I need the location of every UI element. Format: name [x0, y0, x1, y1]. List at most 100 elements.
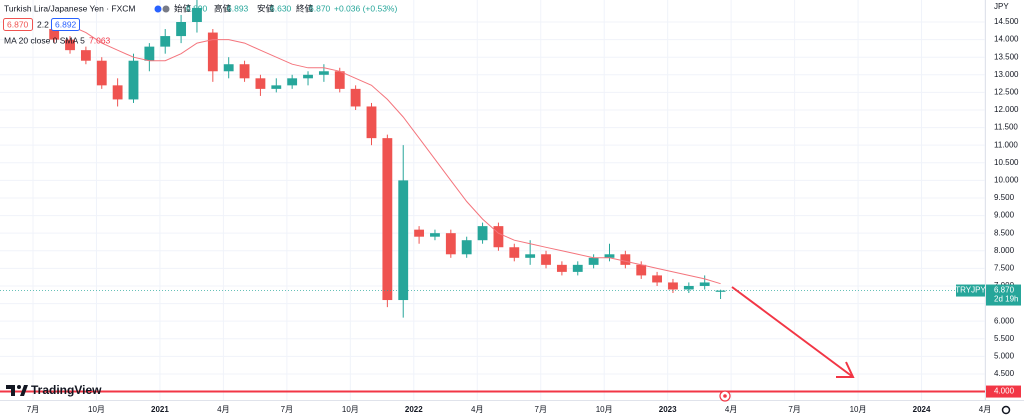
candle-body: [572, 264, 583, 272]
grid: [0, 0, 986, 400]
y-tick-label: 14.000: [994, 35, 1019, 44]
y-tick-label: 11.000: [994, 140, 1018, 149]
x-tick-label: 2024: [913, 405, 931, 414]
indicator-name: MA 20 close 0 SMA 5: [4, 35, 85, 45]
candle-body: [398, 180, 409, 301]
hline-label: 4.000: [994, 387, 1015, 396]
icon: [154, 5, 162, 13]
candle-body: [96, 60, 107, 86]
spread: 2.2: [37, 19, 49, 29]
candle-body: [239, 64, 250, 79]
candle-body: [541, 254, 551, 265]
bid-box[interactable]: [3, 18, 33, 31]
candle-body: [509, 247, 520, 258]
icon: [162, 5, 170, 13]
x-tick-label: 7月: [788, 405, 800, 414]
hline-label-box: [986, 385, 1021, 398]
indicator-value: 7.063: [89, 35, 111, 45]
x-tick-label: 10月: [342, 405, 359, 414]
plot: [0, 0, 985, 393]
candle-body: [556, 264, 567, 272]
x-tick-label: 10月: [596, 405, 613, 414]
candle-body: [668, 282, 678, 290]
candle-body: [49, 29, 60, 40]
x-tick-label: 4月: [217, 405, 229, 414]
candle-body: [715, 290, 726, 292]
candle-body: [112, 85, 123, 100]
brand: TradingView: [31, 383, 102, 397]
candle-body: [334, 71, 345, 89]
legend: Turkish Lira/Japanese Yen · FXCM 始値 6.89…: [3, 3, 397, 45]
y-tick-label: 7.500: [994, 263, 1015, 272]
candle-body: [223, 64, 234, 72]
ask-box[interactable]: [51, 18, 80, 31]
candle-body: [588, 257, 599, 265]
candle-body: [683, 285, 694, 290]
price-tag-countdown: 2d 19h: [994, 295, 1018, 304]
logo-mark: [6, 385, 28, 396]
candle-body: [255, 78, 266, 89]
brand-logo: TradingView: [6, 383, 102, 397]
y-tick-label: 12.500: [994, 87, 1019, 96]
candle-body: [271, 85, 282, 89]
x-tick-label: 2021: [151, 405, 169, 414]
x-tick-label: 7月: [281, 405, 293, 414]
candle-body: [192, 7, 202, 22]
candle-body: [303, 74, 313, 79]
x-tick-label: 4月: [471, 405, 483, 414]
candle-body: [493, 226, 504, 248]
gear: [1001, 405, 1011, 415]
x-tick-label: 2023: [659, 405, 677, 414]
ma-line: [53, 18, 721, 285]
bid: 6.870: [7, 19, 29, 29]
arrow-shaft: [731, 286, 854, 378]
arrow-head: [836, 361, 855, 378]
x-tick-label: 7月: [535, 405, 547, 414]
y-tick-label: 8.500: [994, 228, 1015, 237]
ohlc-value: 6.630: [270, 3, 292, 13]
symbol-title: Turkish Lira/Japanese Yen · FXCM: [4, 3, 136, 13]
candle-body: [445, 233, 456, 255]
candle-body: [461, 240, 472, 255]
candle-body: [176, 21, 187, 37]
x-tick-label: 2022: [405, 405, 423, 414]
x-tick-label: 10月: [88, 405, 105, 414]
x-tick-label: 4月: [725, 405, 737, 414]
candle-body: [80, 50, 91, 61]
y-tick-label: 14.500: [994, 17, 1019, 26]
price-tag-symbol: TRYJPY: [955, 286, 986, 295]
y-tick-label: 4.500: [994, 369, 1015, 378]
y-tick-label: 10.000: [994, 175, 1019, 184]
logo-mark: [17, 385, 21, 389]
y-tick-label: 9.000: [994, 211, 1015, 220]
candle-body: [636, 264, 647, 276]
x-tick-label: 7月: [27, 405, 39, 414]
y-tick-label: 5.000: [994, 351, 1015, 360]
candle-body: [652, 275, 663, 283]
ohlc-label: 終値: [296, 3, 314, 13]
candle-body: [287, 78, 298, 86]
candle-body: [207, 32, 218, 72]
axes: 14.500 14.000 13.500 13.000 12.500 12.000 11.5…: [27, 17, 1021, 414]
candle-body: [699, 282, 710, 286]
y-tick-label: 12.000: [994, 105, 1019, 114]
price-tag-price: 6.870: [994, 286, 1015, 295]
ohlc-value: 6.893: [227, 3, 249, 13]
candle-body: [477, 226, 488, 241]
y-tick-label: 13.000: [994, 70, 1019, 79]
candle-body: [430, 233, 440, 237]
ohlc-label: 安値: [257, 3, 275, 13]
x-tick-label: 10月: [850, 405, 867, 414]
candle-body: [604, 254, 615, 258]
y-tick-label: 6.000: [994, 316, 1015, 325]
time-marker-dot: [723, 394, 727, 398]
candle-body: [620, 254, 631, 265]
arrow-annotation: [731, 286, 855, 378]
ohlc-label: 高値: [214, 3, 232, 13]
currency: JPY: [994, 2, 1009, 11]
settings-button[interactable]: [1001, 405, 1011, 415]
candle-body: [65, 39, 75, 51]
y-tick-label: 5.500: [994, 334, 1015, 343]
